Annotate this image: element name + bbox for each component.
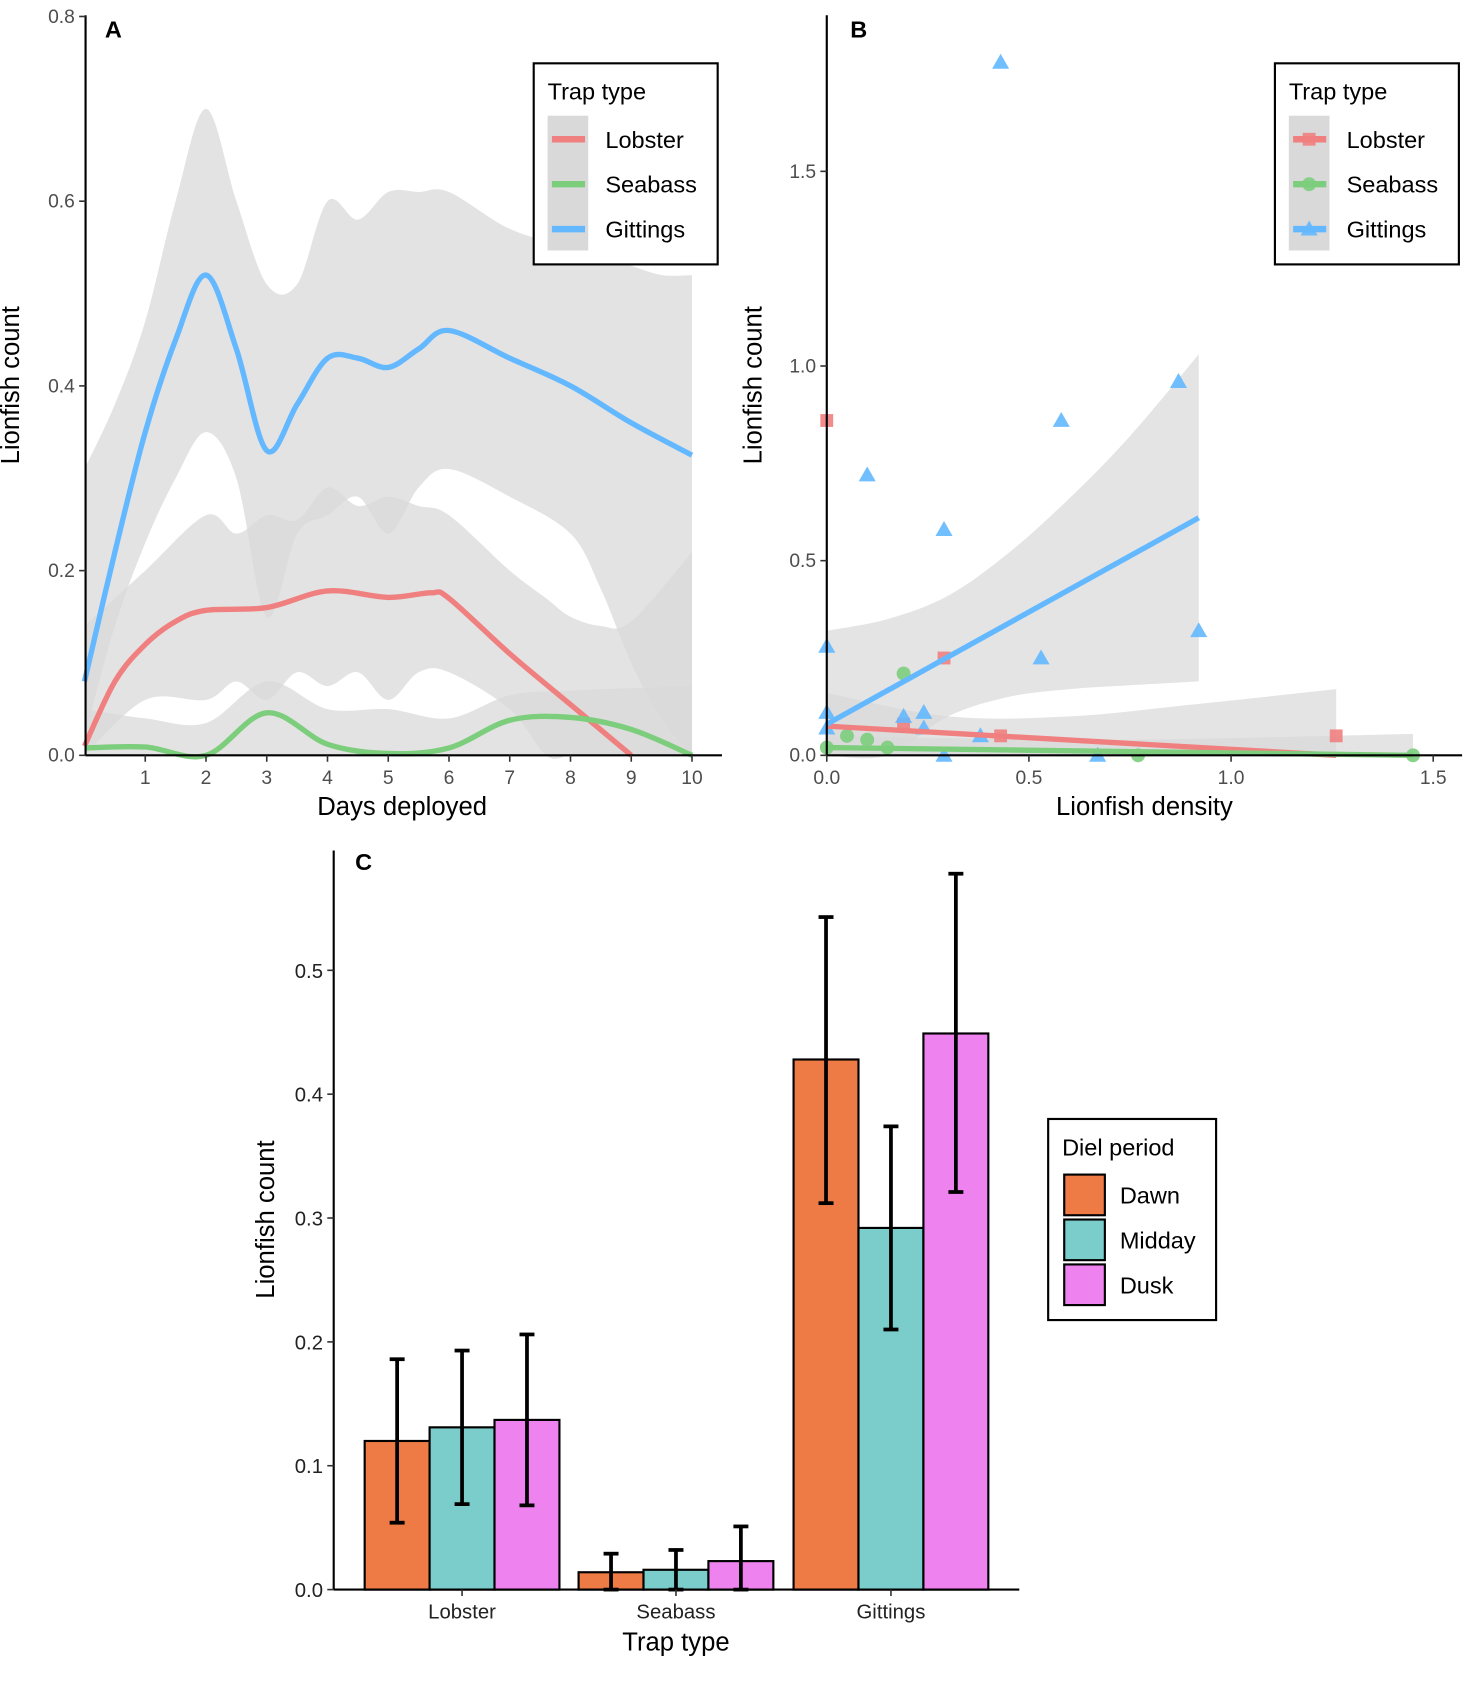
ci-ribbon-lobster: [84, 487, 693, 759]
point-gittings: [858, 466, 876, 482]
x-tick-label: 0.5: [1016, 768, 1043, 789]
y-tick-label: 0.8: [48, 7, 75, 28]
legend-key-dawn: [1063, 1173, 1106, 1217]
legend-title: Diel period: [1062, 1134, 1174, 1160]
x-tick-label: 6: [444, 768, 455, 789]
y-axis-label: Lionfish count: [252, 1140, 280, 1298]
error-bar: [818, 915, 834, 1206]
y-tick-label: 0.1: [295, 1456, 323, 1478]
legend-key-dusk: [1063, 1263, 1106, 1307]
legend-key-midday: [1063, 1218, 1106, 1262]
y-tick-label: 0.0: [48, 746, 75, 767]
x-tick-label: 0.0: [813, 768, 840, 789]
legend-label-seabass: Seabass: [1347, 172, 1439, 198]
x-tick-label: 4: [322, 768, 333, 789]
y-tick-label: 0.6: [48, 192, 75, 213]
legend-marker-gittings: [1300, 220, 1318, 236]
x-tick-label: 1: [140, 768, 151, 789]
error-bar: [883, 1124, 899, 1332]
x-tick-label: 1.5: [1420, 768, 1447, 789]
x-axis-label: Days deployed: [317, 793, 487, 821]
error-bar: [519, 1332, 535, 1508]
panel-label: B: [850, 17, 867, 43]
error-bar: [948, 871, 964, 1194]
y-tick-label: 0.4: [295, 1085, 323, 1107]
y-tick-label: 0.4: [48, 376, 75, 397]
line-seabass: [84, 710, 694, 760]
legend-label-midday: Midday: [1120, 1227, 1196, 1253]
y-tick-label: 0.2: [295, 1332, 323, 1354]
y-tick-label: 1.0: [789, 356, 816, 377]
line-gittings: [81, 272, 694, 683]
x-tick-label: 1.0: [1218, 768, 1245, 789]
legend-marker-lobster: [1302, 132, 1316, 146]
panel-label: C: [355, 849, 372, 875]
x-tick-label: 3: [261, 768, 272, 789]
legend-label-dawn: Dawn: [1120, 1182, 1180, 1208]
panel-b: Lionfish density Lionfish count B 0.0 0.5 1.0…: [740, 15, 1463, 821]
y-tick-label: 0.2: [48, 561, 75, 582]
fit-line-gittings: [825, 515, 1201, 727]
point-gittings: [935, 520, 953, 536]
y-tick-label: 0.0: [295, 1580, 323, 1602]
y-tick-label: 1.5: [789, 162, 816, 183]
x-tick-label: 7: [504, 768, 515, 789]
y-tick-label: 0.5: [295, 961, 323, 983]
point-gittings: [895, 707, 913, 723]
y-tick-label: 0.3: [295, 1209, 323, 1231]
point-seabass: [840, 728, 854, 743]
x-tick-label: 2: [201, 768, 212, 789]
legend-marker-seabass: [1302, 177, 1317, 192]
panel-label: A: [105, 17, 122, 43]
point-gittings: [1052, 411, 1070, 427]
legend-label-seabass: Seabass: [605, 172, 697, 198]
legend-title: Trap type: [548, 79, 646, 105]
point-gittings: [1169, 373, 1188, 388]
legend-label-gittings: Gittings: [1347, 217, 1427, 243]
legend-label-gittings: Gittings: [605, 217, 685, 243]
error-bar: [389, 1357, 405, 1525]
ci-ribbon-gittings: [826, 354, 1199, 759]
x-tick-label: Seabass: [636, 1601, 715, 1623]
legend-label-lobster: Lobster: [605, 127, 684, 153]
y-tick-label: 0.0: [789, 746, 816, 767]
x-tick-label: 5: [383, 768, 394, 789]
y-axis-label: Lionfish count: [740, 306, 768, 464]
ci-ribbon-seabass: [84, 681, 693, 756]
panel-c: Trap type Lionfish count C Lobster Seabass Gi…: [252, 849, 1218, 1657]
x-tick-label: 8: [565, 768, 576, 789]
y-axis-label: Lionfish count: [0, 306, 25, 464]
x-tick-label: 10: [681, 768, 702, 789]
legend-label-dusk: Dusk: [1120, 1272, 1174, 1298]
panel-a: Days deployed Lionfish count A 1 2 3 4 5 6 7 8 9 10 0…: [0, 7, 722, 821]
legend-title: Trap type: [1289, 79, 1387, 105]
fit-line-seabass: [826, 744, 1414, 759]
x-tick-label: Lobster: [428, 1601, 496, 1623]
y-tick-label: 0.5: [789, 551, 816, 572]
point-lobster: [1329, 729, 1343, 743]
point-gittings: [992, 53, 1010, 69]
point-seabass: [860, 732, 875, 747]
point-gittings: [1190, 622, 1208, 638]
x-tick-label: Gittings: [857, 1601, 926, 1623]
ci-ribbon-gittings: [84, 108, 693, 756]
point-gittings: [1032, 649, 1050, 665]
legend-label-lobster: Lobster: [1347, 127, 1426, 153]
error-bar: [454, 1348, 470, 1507]
fit-line-lobster: [826, 723, 1337, 758]
x-axis-label: Trap type: [622, 1629, 729, 1657]
x-axis-label: Lionfish density: [1056, 793, 1233, 821]
line-lobster: [82, 588, 633, 758]
point-gittings: [915, 703, 933, 719]
x-tick-label: 9: [626, 768, 637, 789]
